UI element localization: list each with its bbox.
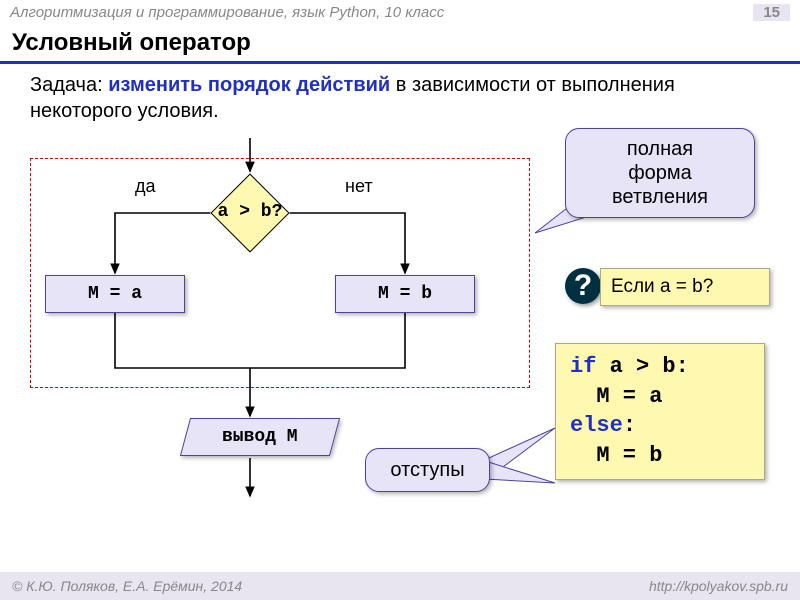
question-mark-icon: ? (565, 268, 601, 304)
page-title: Условный оператор (0, 23, 800, 64)
condition-text: a > b? (195, 202, 305, 222)
footer-copyright: © К.Ю. Поляков, Е.А. Ерёмин, 2014 (12, 578, 242, 594)
block-m-equals-b: M = b (335, 275, 475, 313)
diagram-canvas: a > b? да нет M = a M = b вывод M полная… (0, 128, 800, 558)
output-block: вывод M (180, 418, 340, 456)
breadcrumb: Алгоритмизация и программирование, язык … (10, 4, 444, 21)
task-text: Задача: изменить порядок действий в зави… (0, 64, 800, 128)
page-number: 15 (753, 4, 790, 21)
question-box: Если a = b? (600, 268, 770, 306)
callout-indent: отступы (365, 448, 490, 492)
label-no: нет (345, 176, 373, 197)
code-block: if a > b: M = a else: M = b (555, 343, 765, 480)
label-yes: да (135, 176, 156, 197)
task-highlight: изменить порядок действий (108, 74, 390, 96)
callout-full-form: полная форма ветвления (565, 128, 755, 218)
branch-region (30, 158, 530, 388)
footer-url: http://kpolyakov.spb.ru (649, 578, 788, 594)
block-m-equals-a: M = a (45, 275, 185, 313)
output-text: вывод M (222, 427, 298, 447)
task-prefix: Задача: (30, 74, 108, 96)
